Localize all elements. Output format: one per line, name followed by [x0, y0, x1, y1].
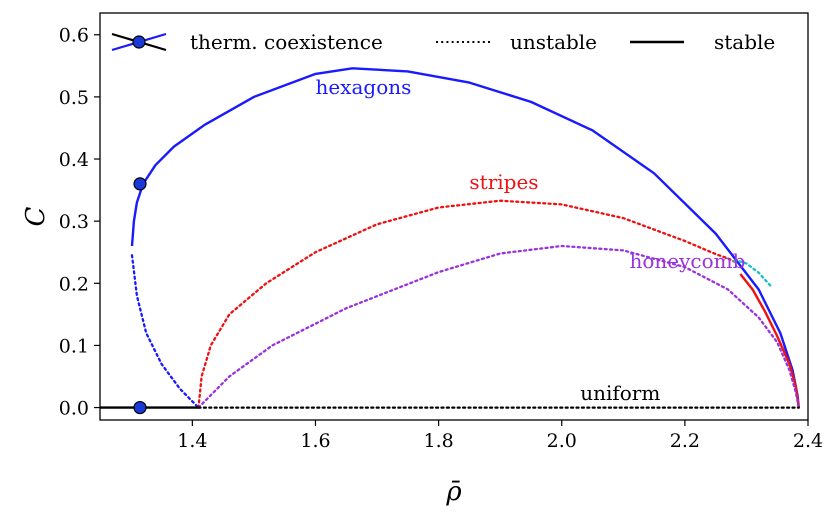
series-stripes-unstable	[197, 199, 736, 409]
y-axis-label: C	[21, 206, 51, 226]
x-tick-label: 1.6	[300, 430, 330, 452]
label-stripes: stripes	[469, 170, 538, 194]
series-hexagons-stable	[130, 67, 800, 408]
x-tick-label: 2.0	[547, 430, 577, 452]
y-tick-label: 0.2	[59, 273, 89, 295]
y-tick-label: 0.5	[59, 87, 89, 109]
legend-coexistence-marker	[111, 32, 167, 52]
series-hexagons-unstable	[130, 254, 200, 409]
x-tick-label: 1.4	[177, 430, 207, 452]
coexistence-point	[133, 400, 147, 415]
x-axis-label: ρ̄	[445, 477, 462, 507]
x-tick-label: 1.8	[423, 430, 453, 452]
series-branch-4-unstable	[732, 259, 773, 288]
series-stripes-stable	[739, 273, 800, 408]
y-tick-label: 0.3	[59, 211, 89, 233]
x-tick-label: 2.4	[793, 430, 823, 452]
label-uniform: uniform	[580, 381, 660, 405]
plot-frame	[99, 12, 809, 421]
coexistence-point	[133, 177, 147, 191]
axis-ticks: 1.4 1.6 1.8 2.0 2.2 2.4 0.0 0.1 0.2 0.3 0.4 0.5 0.6	[59, 25, 823, 452]
y-tick-label: 0.4	[59, 149, 89, 171]
series-honeycomb-unstable	[197, 244, 800, 409]
legend-label-coexistence: therm. coexistence	[190, 30, 383, 54]
legend-label-stable: stable	[714, 30, 775, 54]
x-tick-label: 2.2	[670, 430, 700, 452]
label-hexagons: hexagons	[315, 75, 411, 99]
series-layer	[100, 67, 800, 409]
branch-labels: hexagons stripes honeycomb uniform	[315, 75, 745, 405]
legend-label-unstable: unstable	[510, 30, 597, 54]
legend: therm. coexistence unstable stable	[111, 30, 775, 54]
coexistence-markers	[133, 177, 147, 415]
label-honeycomb: honeycomb	[629, 249, 745, 273]
y-tick-label: 0.0	[59, 398, 89, 420]
y-tick-label: 0.6	[59, 25, 89, 47]
y-tick-label: 0.1	[59, 335, 89, 357]
